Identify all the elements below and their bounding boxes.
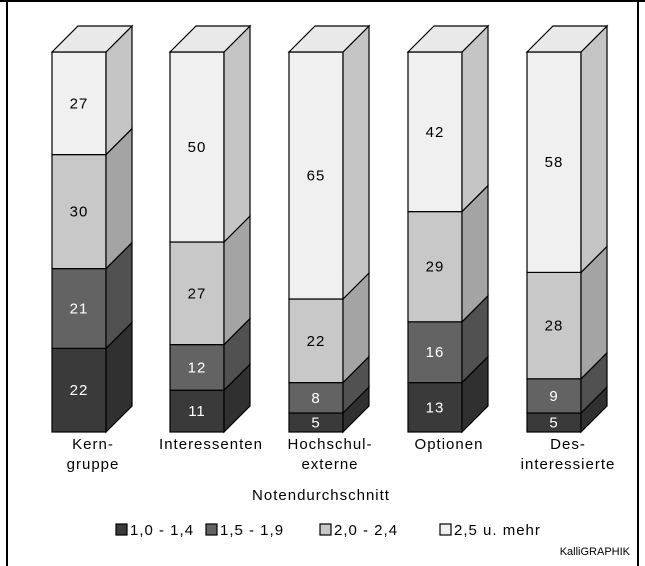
data-label: 27 — [188, 285, 207, 302]
bar-segment-front — [526, 51, 582, 273]
legend-swatch — [439, 523, 452, 536]
data-label: 13 — [426, 399, 445, 416]
bar-segment-front — [51, 154, 107, 270]
legend: 1,0 - 1,4 1,5 - 1,9 2,0 - 2,4 2,5 u. mehr — [115, 522, 541, 539]
legend-item: 1,0 - 1,4 — [115, 522, 194, 539]
data-label: 50 — [188, 139, 207, 156]
stacked-bar: 22 21 30 27 — [50, 24, 134, 434]
stacked-bar: 13 16 29 42 — [406, 24, 490, 434]
stacked-bar: 5 8 22 65 — [287, 24, 371, 434]
data-label: 58 — [545, 154, 564, 171]
bar-segment-side — [223, 24, 251, 244]
data-label: 5 — [311, 415, 320, 432]
bar-top-face — [168, 25, 252, 53]
data-label: 21 — [70, 301, 89, 318]
bar-segment-front — [169, 51, 225, 243]
legend-swatch — [115, 523, 128, 536]
data-label: 30 — [70, 204, 89, 221]
legend-label: 1,5 - 1,9 — [220, 522, 284, 539]
data-label: 22 — [70, 382, 89, 399]
category-label: Kern-gruppe — [67, 436, 120, 473]
bar-segment-front — [169, 344, 225, 391]
data-label: 42 — [426, 124, 445, 141]
bar-segment-side — [580, 24, 608, 274]
category-label: Optionen — [415, 436, 484, 453]
data-label: 22 — [307, 333, 326, 350]
legend-label: 1,0 - 1,4 — [130, 522, 194, 539]
data-label: 5 — [549, 415, 558, 432]
legend-title: Notendurchschnitt — [252, 487, 390, 504]
bar-segment-front — [51, 51, 107, 156]
category-label: Hochschul-externe — [287, 436, 372, 473]
stacked-bar: 5 9 28 58 — [525, 24, 609, 434]
bar-segment-side — [461, 24, 489, 214]
bar-top-face — [287, 25, 371, 53]
legend-item: 2,5 u. mehr — [439, 522, 541, 539]
credit-text: KalliGRAPHIK — [560, 546, 631, 558]
data-label: 29 — [426, 259, 445, 276]
data-label: 16 — [426, 344, 445, 361]
bar-segment-front — [51, 347, 107, 433]
category-labels: Kern-gruppe Interessenten Hochschul-extern… — [67, 436, 616, 473]
bar-segment-front — [169, 389, 225, 433]
stacked-bar: 11 12 27 50 — [168, 24, 252, 434]
data-label: 8 — [311, 390, 320, 407]
data-label: 28 — [545, 318, 564, 335]
bar-top-face — [50, 25, 134, 53]
bar-segment-side — [342, 24, 370, 301]
bar-segment-front — [526, 271, 582, 380]
data-label: 11 — [188, 403, 206, 420]
category-label: Interessenten — [159, 436, 263, 453]
legend-label: 2,0 - 2,4 — [334, 522, 398, 539]
data-label: 9 — [549, 388, 558, 405]
bar-segment-front — [169, 241, 225, 346]
bar-segment-front — [288, 51, 344, 300]
data-label: 27 — [70, 95, 89, 112]
data-label: 65 — [307, 168, 326, 185]
legend-swatch — [319, 523, 332, 536]
legend-swatch — [205, 523, 218, 536]
legend-item: 1,5 - 1,9 — [205, 522, 284, 539]
bar-segment-front — [526, 378, 582, 414]
data-label: 12 — [188, 359, 207, 376]
legend-item: 2,0 - 2,4 — [319, 522, 398, 539]
bar-segment-front — [407, 382, 463, 433]
category-label: Des-interessierte — [521, 436, 616, 473]
bar-top-face — [406, 25, 490, 53]
legend-label: 2,5 u. mehr — [454, 522, 541, 539]
bar-top-face — [525, 25, 609, 53]
bar-segment-front — [288, 298, 344, 384]
